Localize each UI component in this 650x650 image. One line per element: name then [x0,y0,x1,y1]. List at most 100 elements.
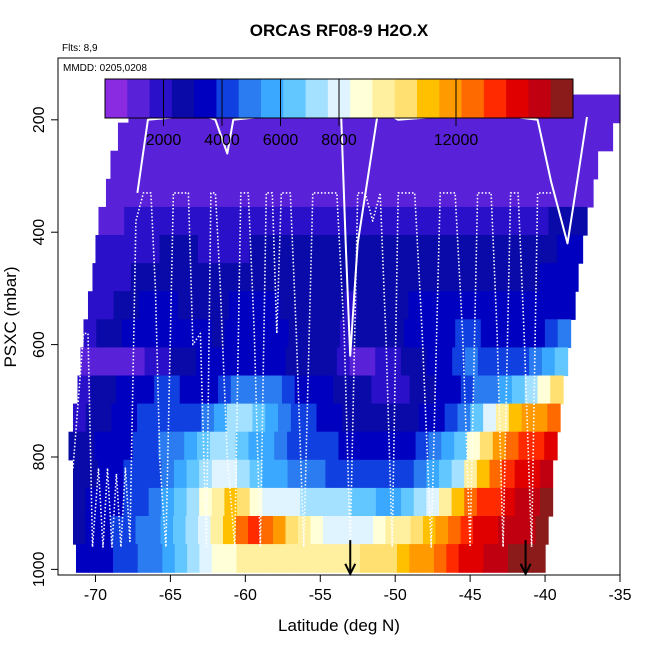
heatmap-cell [154,375,168,405]
heatmap-cell [452,347,466,377]
heatmap-cell [338,431,352,461]
heatmap-cell [207,263,221,292]
heatmap-cell [451,459,465,489]
colorbar-swatch [550,79,574,118]
heatmap-cell [317,206,331,236]
heatmap-cell [262,235,276,264]
heatmap-cell [350,459,364,489]
heatmap-cell [499,375,513,405]
heatmap-cell [312,487,326,517]
heatmap-cell [428,235,443,264]
heatmap-cell [113,544,126,573]
heatmap-cell [514,263,528,292]
heatmap-cell [534,403,548,433]
heatmap-cell [216,291,230,320]
heatmap-cell [476,459,491,489]
heatmap-cell [110,459,125,489]
heatmap-cell [399,263,413,292]
colorbar-swatch [238,79,262,118]
heatmap-cell [547,403,561,433]
heatmap-cell [195,347,210,377]
heatmap-cell [169,263,183,292]
heatmap-cell [567,178,581,208]
heatmap-cell [475,263,490,292]
heatmap-cell [535,206,550,236]
heatmap-cell [509,206,524,236]
heatmap-cell [259,347,274,377]
heatmap-cell [212,150,227,180]
heatmap-cell [450,263,464,292]
heatmap-cell [472,291,486,320]
heatmap-cell [110,515,124,545]
heatmap-cell [429,319,443,349]
heatmap-cell [552,263,566,292]
heatmap-cell [375,347,389,377]
heatmap-cell [488,263,502,292]
heatmap-cell [274,459,289,489]
heatmap-cell [607,94,621,124]
heatmap-cell [248,431,262,461]
heatmap-cell [505,431,520,461]
heatmap-cell [88,544,102,573]
heatmap-cell [173,319,187,349]
heatmap-cell [456,150,470,180]
heatmap-cell [477,178,492,208]
heatmap-cell [124,403,138,433]
heatmap-cell [211,319,226,349]
heatmap-cell [157,347,171,377]
heatmap-cell [455,319,469,349]
heatmap-cell [211,487,226,517]
heatmap-cell [146,235,161,264]
heatmap-cell [254,291,269,320]
heatmap-cell [459,291,474,320]
heatmap-cell [511,375,526,405]
heatmap-cell [98,206,112,236]
heatmap-cell [387,178,402,208]
heatmap-cell [529,347,543,377]
heatmap-cell [497,206,511,236]
heatmap-cell [304,206,318,236]
heatmap-cell [280,291,294,320]
heatmap-cell [485,515,499,545]
heatmap-cell [531,235,545,264]
heatmap-cell [98,403,113,433]
heatmap-cell [285,347,299,377]
heatmap-cell [161,150,176,180]
heatmap-cell [521,403,536,433]
heatmap-cell [209,431,224,461]
heatmap-cell [565,263,579,292]
heatmap-cell [441,235,455,264]
heatmap-cell [278,206,292,236]
heatmap-cell [230,375,245,405]
heatmap-cell [239,403,254,433]
heatmap-cell [294,375,309,405]
heatmap-cell [274,431,288,461]
heatmap-cell [329,403,343,433]
heatmap-cell [237,487,251,517]
heatmap-cell [502,459,516,489]
heatmap-cell [281,375,296,405]
heatmap-cell [378,122,392,152]
heatmap-cell [413,487,427,517]
heatmap-cell [520,150,535,180]
heatmap-cell [492,235,507,264]
heatmap-cell [473,515,487,545]
heatmap-cell [445,206,460,236]
heatmap-cell [226,403,241,433]
heatmap-cell [128,375,142,405]
heatmap-cell [398,515,412,545]
heatmap-cell [426,178,440,208]
heatmap-cell [482,150,496,180]
heatmap-cell [312,459,326,489]
heatmap-cell [521,122,536,152]
heatmap-cell [350,487,364,517]
heatmap-cell [145,431,160,461]
heatmap-cell [156,122,171,152]
heatmap-cell [495,403,510,433]
heatmap-cell [183,347,197,377]
heatmap-cell [261,122,275,152]
heatmap-cell [186,487,200,517]
heatmap-cell [345,375,360,405]
heatmap-cell [544,431,558,461]
heatmap-cell [211,459,226,489]
